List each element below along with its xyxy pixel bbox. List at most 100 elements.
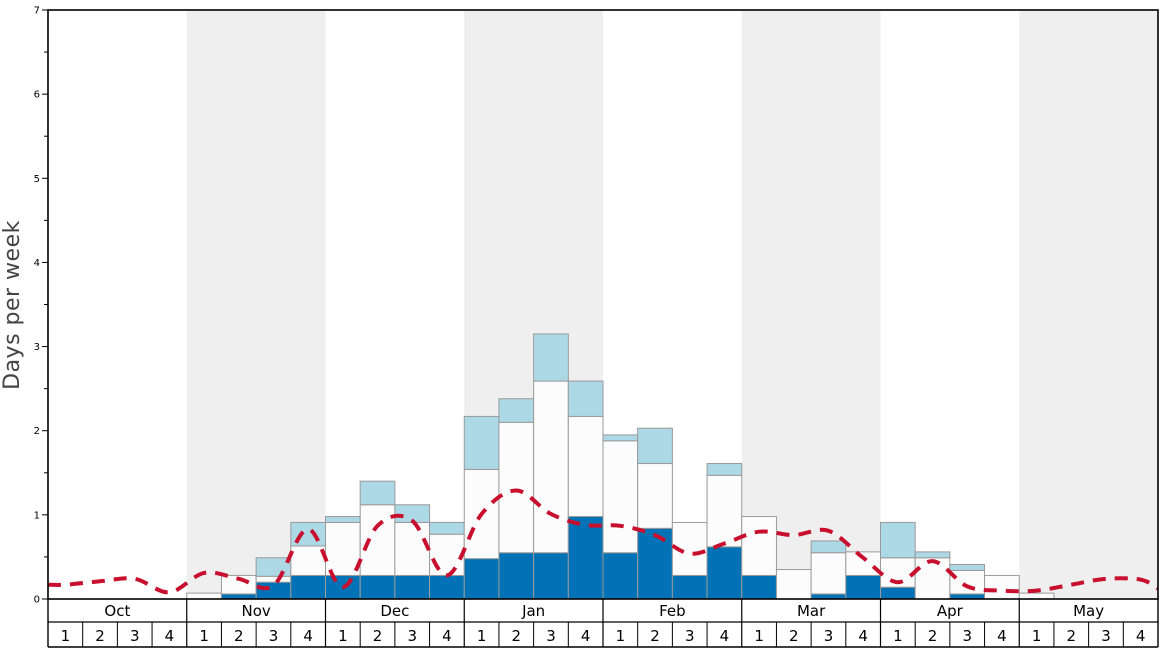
bar-mid-16 <box>602 440 639 554</box>
month-label-jan: Jan <box>521 602 545 620</box>
month-label-feb: Feb <box>659 602 686 620</box>
bar-light-25 <box>914 551 951 559</box>
month-label-may: May <box>1073 602 1104 620</box>
week-label: 2 <box>234 627 244 645</box>
week-label: 4 <box>997 627 1007 645</box>
bar-light-12 <box>463 415 500 470</box>
bar-deep-14 <box>533 552 569 600</box>
bar-mid-20 <box>741 516 777 576</box>
bar-mid-27 <box>984 574 1020 600</box>
month-band-mar <box>741 10 881 599</box>
bar-deep-24 <box>880 586 916 600</box>
bar-mid-4 <box>186 592 222 600</box>
week-label: 1 <box>754 627 764 645</box>
bar-deep-9 <box>359 574 396 600</box>
y-axis-label: Days per week <box>0 220 25 390</box>
week-label: 4 <box>858 627 868 645</box>
month-label-mar: Mar <box>797 602 826 620</box>
week-label: 3 <box>824 627 834 645</box>
y-tick-label: 7 <box>34 6 40 17</box>
week-label: 3 <box>962 627 972 645</box>
week-label: 2 <box>95 627 105 645</box>
bar-mid-14 <box>533 380 569 554</box>
bar-deep-23 <box>845 574 881 600</box>
week-label: 4 <box>720 627 730 645</box>
week-label: 3 <box>1101 627 1111 645</box>
month-band-nov <box>186 10 326 599</box>
week-label: 2 <box>1067 627 1077 645</box>
week-label: 1 <box>477 627 487 645</box>
bar-light-6 <box>255 557 292 577</box>
bar-deep-12 <box>463 558 500 600</box>
bar-mid-10 <box>394 521 431 576</box>
bar-deep-7 <box>290 574 326 600</box>
month-band-may <box>1019 10 1158 599</box>
week-label: 3 <box>685 627 695 645</box>
bar-light-11 <box>429 521 465 535</box>
bar-light-14 <box>533 333 569 382</box>
week-label: 4 <box>165 627 175 645</box>
week-label: 1 <box>61 627 71 645</box>
week-label: 4 <box>442 627 452 645</box>
bar-mid-19 <box>706 474 743 548</box>
month-label-dec: Dec <box>380 602 409 620</box>
y-tick-label: 0 <box>34 595 40 606</box>
month-label-nov: Nov <box>241 602 270 620</box>
y-tick-label: 6 <box>34 90 40 101</box>
bar-mid-28 <box>1018 592 1055 600</box>
bar-light-8 <box>325 516 361 523</box>
bar-mid-25 <box>914 557 951 600</box>
week-label: 1 <box>199 627 209 645</box>
bar-light-9 <box>359 480 396 506</box>
axes: 0 1 2 3 4 5 6 7 Oct 1 2 3 4 Nov 1 2 3 4 Dec 1 2 3 4 Jan 1 2 3 4 Feb 1… <box>34 6 1159 648</box>
week-label: 3 <box>407 627 417 645</box>
bar-light-19 <box>706 463 743 476</box>
bar-mid-21 <box>775 569 812 600</box>
bar-light-22 <box>810 540 847 554</box>
week-label: 3 <box>130 627 140 645</box>
week-label: 2 <box>928 627 938 645</box>
y-tick-label: 4 <box>34 258 40 269</box>
bar-deep-19 <box>706 546 743 600</box>
average-line <box>47 488 1160 595</box>
bar-light-24 <box>880 521 916 559</box>
bar-light-13 <box>498 398 535 423</box>
week-label: 1 <box>1032 627 1042 645</box>
week-label: 4 <box>1136 627 1146 645</box>
bar-deep-6 <box>255 581 292 600</box>
average-line-path <box>47 488 1160 595</box>
bar-mid-22 <box>810 552 847 595</box>
week-label: 2 <box>373 627 383 645</box>
month-label-oct: Oct <box>104 602 130 620</box>
bar-deep-11 <box>429 574 465 600</box>
month-label-apr: Apr <box>937 602 964 620</box>
week-label: 4 <box>303 627 313 645</box>
week-label: 1 <box>616 627 626 645</box>
y-tick-label: 2 <box>34 426 40 437</box>
y-tick-label: 5 <box>34 174 40 185</box>
bar-light-17 <box>637 427 673 465</box>
bar-mid-8 <box>325 521 361 576</box>
bar-deep-13 <box>498 552 535 600</box>
y-tick-label: 3 <box>34 342 40 353</box>
bar-mid-26 <box>949 569 986 595</box>
bar-deep-18 <box>671 574 708 600</box>
week-label: 2 <box>789 627 799 645</box>
bar-light-15 <box>567 380 604 417</box>
bar-mid-9 <box>359 504 396 576</box>
y-tick-label: 1 <box>34 510 40 521</box>
week-label: 3 <box>546 627 556 645</box>
bar-light-26 <box>949 564 986 571</box>
bar-deep-16 <box>602 552 639 600</box>
week-label: 2 <box>512 627 522 645</box>
bar-mid-15 <box>567 415 604 518</box>
bar-mid-13 <box>498 421 535 554</box>
bar-mid-17 <box>637 463 673 529</box>
bar-deep-20 <box>741 574 777 600</box>
week-label: 4 <box>581 627 591 645</box>
bar-mid-11 <box>429 533 465 576</box>
month-bands <box>186 10 1158 599</box>
bar-deep-17 <box>637 527 673 600</box>
week-label: 2 <box>650 627 660 645</box>
week-label: 1 <box>893 627 903 645</box>
